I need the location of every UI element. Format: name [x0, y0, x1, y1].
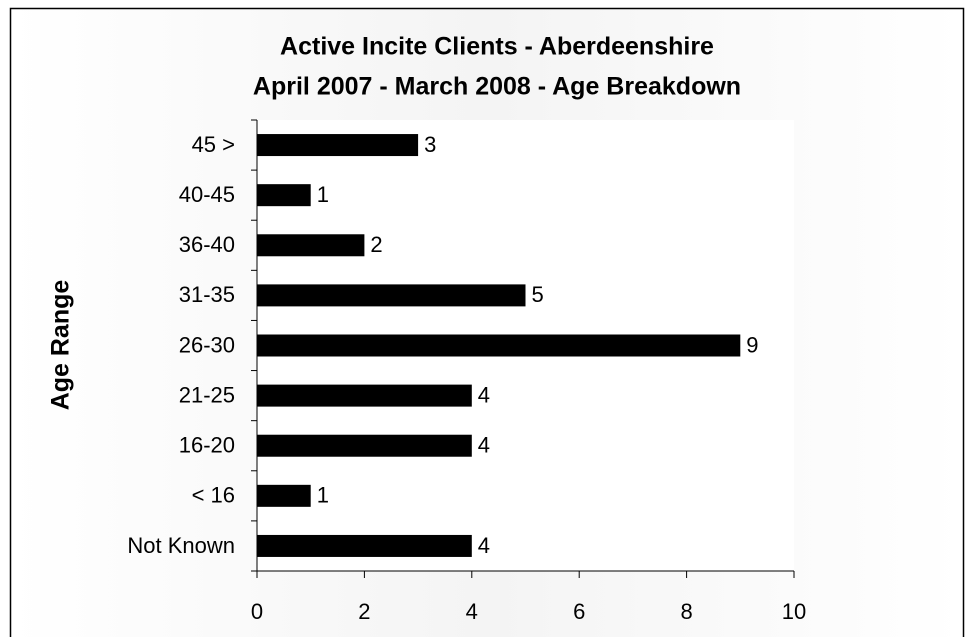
bar	[257, 434, 472, 457]
data-label: 4	[478, 382, 490, 407]
bar	[257, 384, 472, 407]
x-tick-label: 8	[680, 599, 692, 624]
y-tick-label: 16-20	[179, 433, 235, 458]
chart-subtitle: April 2007 - March 2008 - Age Breakdown	[253, 73, 741, 101]
bar	[257, 484, 311, 507]
y-tick-label: < 16	[192, 483, 235, 508]
x-tick-label: 10	[782, 599, 806, 624]
data-label: 5	[532, 282, 544, 307]
bar	[257, 284, 526, 307]
bar	[257, 184, 311, 207]
bar	[257, 134, 419, 157]
y-tick-label: Not Known	[127, 533, 235, 558]
y-tick-label: 40-45	[179, 182, 235, 207]
bar	[257, 534, 472, 557]
data-label: 1	[317, 182, 329, 207]
y-tick-label: 21-25	[179, 382, 235, 407]
x-tick-label: 0	[251, 599, 263, 624]
data-label: 9	[746, 332, 758, 357]
data-label: 4	[478, 533, 490, 558]
data-label: 2	[370, 232, 382, 257]
y-tick-label: 36-40	[179, 232, 235, 257]
y-tick-label: 45 >	[192, 132, 235, 157]
data-label: 1	[317, 483, 329, 508]
bar	[257, 334, 741, 357]
chart-title: Active Incite Clients - Aberdeenshire	[280, 33, 714, 61]
x-tick-label: 6	[573, 599, 585, 624]
x-tick-label: 2	[358, 599, 370, 624]
y-axis-label: Age Range	[47, 280, 75, 411]
x-tick-label: 4	[466, 599, 478, 624]
data-label: 3	[424, 132, 436, 157]
data-label: 4	[478, 433, 490, 458]
y-tick-label: 31-35	[179, 282, 235, 307]
y-tick-label: 26-30	[179, 332, 235, 357]
bar	[257, 234, 365, 257]
